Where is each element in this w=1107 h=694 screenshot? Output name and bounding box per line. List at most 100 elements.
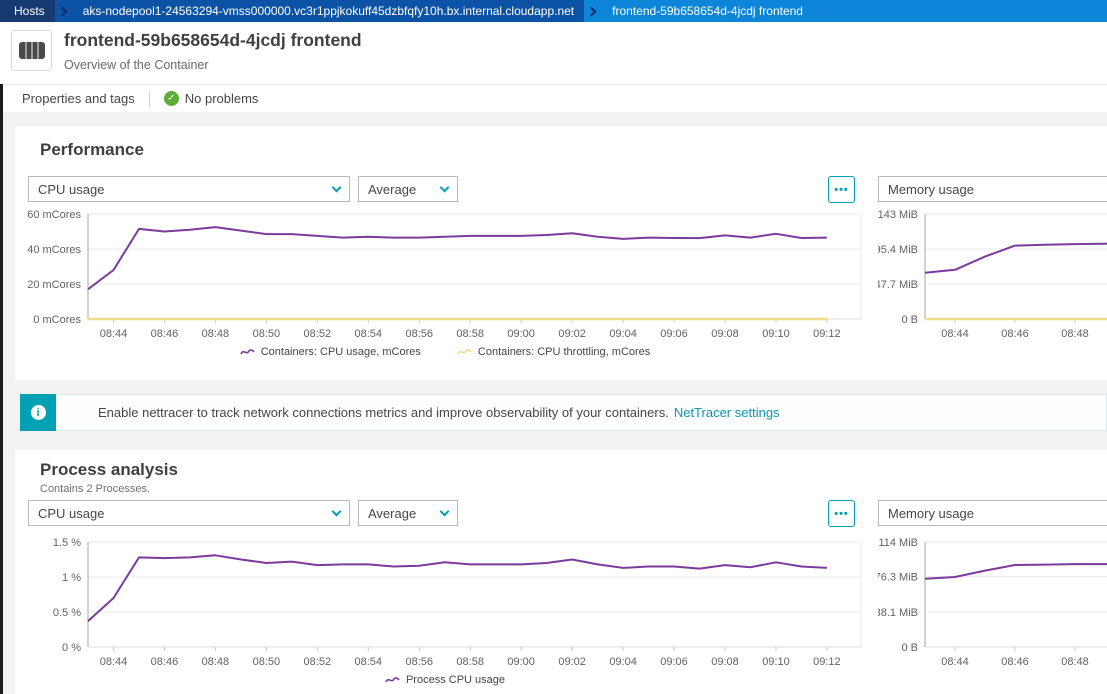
svg-text:09:10: 09:10 [762,328,790,340]
info-icon: i [20,394,56,431]
more-options-button[interactable]: ••• [828,500,855,527]
svg-text:1 %: 1 % [62,572,81,584]
select-value: CPU usage [38,181,105,197]
breadcrumb: Hosts aks-nodepool1-24563294-vmss000000.… [0,0,1107,22]
svg-text:08:44: 08:44 [941,656,969,668]
svg-text:95.4 MiB: 95.4 MiB [878,244,918,256]
svg-text:08:50: 08:50 [253,328,281,340]
breadcrumb-container[interactable]: frontend-59b658654d-4jcdj frontend [602,0,813,22]
divider [148,90,150,107]
svg-text:09:12: 09:12 [813,328,841,340]
legend-cpu-throttling[interactable]: Containers: CPU throttling, mCores [457,346,650,358]
svg-text:08:52: 08:52 [304,656,332,668]
left-edge-strip [0,84,3,694]
select-value: Memory usage [888,505,974,521]
svg-text:08:46: 08:46 [1001,328,1029,340]
process-aggregation-select[interactable]: Average [358,500,458,526]
svg-text:08:48: 08:48 [202,328,230,340]
svg-text:09:04: 09:04 [609,328,637,340]
svg-text:09:06: 09:06 [660,328,688,340]
breadcrumb-hosts[interactable]: Hosts [0,0,55,22]
legend-line-icon [239,349,255,355]
svg-text:08:50: 08:50 [253,656,281,668]
svg-text:60 mCores: 60 mCores [27,209,81,221]
chevron-down-icon [439,506,450,516]
svg-text:143 MiB: 143 MiB [878,209,918,221]
cpu-chart-legend: Containers: CPU usage, mCores Containers… [25,346,865,358]
page-subtitle: Overview of the Container [64,58,209,72]
svg-text:114 MiB: 114 MiB [878,537,918,549]
legend-label: Containers: CPU usage, mCores [260,346,421,358]
svg-text:08:54: 08:54 [355,656,383,668]
chevron-down-icon [331,506,342,516]
svg-text:20 mCores: 20 mCores [27,279,81,291]
legend-process-cpu-usage[interactable]: Process CPU usage [385,674,505,686]
svg-text:40 mCores: 40 mCores [27,244,81,256]
more-options-button[interactable]: ••• [828,176,855,203]
process-memory-chart[interactable]: 114 MiB 76.3 MiB 38.1 MiB 0 B 08:44 08:46 08:4… [878,534,1107,674]
svg-text:09:02: 09:02 [558,656,586,668]
svg-text:08:52: 08:52 [304,328,332,340]
svg-text:09:06: 09:06 [660,656,688,668]
nettracer-settings-link[interactable]: NetTracer settings [673,405,780,420]
legend-line-icon [385,677,400,683]
container-icon [11,30,52,71]
svg-text:09:08: 09:08 [711,656,739,668]
svg-text:08:46: 08:46 [1001,656,1029,668]
process-analysis-subtitle: Contains 2 Processes. [40,483,151,495]
process-analysis-title: Process analysis [40,460,178,479]
svg-text:08:46: 08:46 [151,328,179,340]
svg-text:0.5 %: 0.5 % [53,607,81,619]
select-value: CPU usage [38,505,105,521]
svg-text:09:12: 09:12 [813,656,841,668]
svg-text:08:48: 08:48 [202,656,230,668]
process-metric-select[interactable]: CPU usage [28,500,350,526]
select-value: Memory usage [888,181,974,197]
performance-title: Performance [40,140,144,159]
tab-properties-and-tags[interactable]: Properties and tags [22,91,135,106]
svg-text:76.3 MiB: 76.3 MiB [878,572,918,584]
container-cpu-chart[interactable]: 60 mCores 40 mCores 20 mCores 0 mCores 08:44… [25,206,865,346]
svg-text:08:44: 08:44 [941,328,969,340]
page-header: frontend-59b658654d-4jcdj frontend Overv… [0,22,1107,84]
svg-text:08:48: 08:48 [1061,328,1089,340]
svg-text:08:56: 08:56 [405,656,433,668]
page-title: frontend-59b658654d-4jcdj frontend [64,30,362,50]
breadcrumb-chevron-icon [54,0,73,22]
svg-text:08:44: 08:44 [100,328,128,340]
select-value: Average [368,181,417,197]
svg-text:09:10: 09:10 [762,656,790,668]
svg-text:0 mCores: 0 mCores [33,314,81,326]
breadcrumb-chevron-icon [584,0,603,22]
svg-text:09:04: 09:04 [609,656,637,668]
svg-text:0 %: 0 % [62,642,81,654]
chevron-down-icon [331,182,342,192]
svg-text:47.7 MiB: 47.7 MiB [878,279,918,291]
performance-memory-select[interactable]: Memory usage [878,176,1107,202]
process-memory-select[interactable]: Memory usage [878,500,1107,526]
process-cpu-chart[interactable]: 1.5 % 1 % 0.5 % 0 % 08:44 08:46 08:48 08:50 08:5… [25,534,865,674]
legend-line-icon [457,349,472,355]
performance-aggregation-select[interactable]: Average [358,176,458,202]
check-icon: ✓ [163,91,179,106]
svg-text:09:08: 09:08 [711,328,739,340]
chevron-down-icon [439,182,450,192]
performance-metric-select[interactable]: CPU usage [28,176,350,202]
svg-text:09:00: 09:00 [507,656,535,668]
legend-cpu-usage[interactable]: Containers: CPU usage, mCores [239,346,421,358]
svg-text:08:58: 08:58 [456,656,484,668]
tab-row: Properties and tags ✓ No problems [0,84,1107,112]
svg-text:08:46: 08:46 [151,656,179,668]
svg-text:0 B: 0 B [901,314,918,326]
problems-status[interactable]: ✓ No problems [163,91,259,106]
select-value: Average [368,505,417,521]
svg-text:08:58: 08:58 [456,328,484,340]
banner-text: Enable nettracer to track network connec… [98,405,669,420]
svg-text:1.5 %: 1.5 % [53,537,81,549]
svg-text:08:54: 08:54 [355,328,383,340]
svg-text:09:00: 09:00 [507,328,535,340]
container-memory-chart[interactable]: 143 MiB 95.4 MiB 47.7 MiB 0 B 08:44 08:46 08:4… [878,206,1107,346]
breadcrumb-host[interactable]: aks-nodepool1-24563294-vmss000000.vc3r1p… [72,0,585,22]
status-label: No problems [184,91,259,106]
